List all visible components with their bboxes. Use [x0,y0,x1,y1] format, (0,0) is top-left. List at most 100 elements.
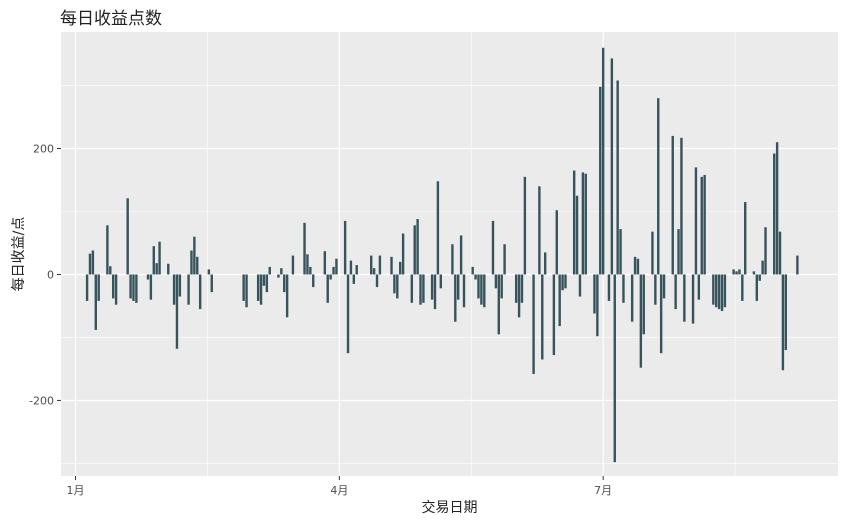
bar [480,274,483,305]
bar [149,274,153,300]
bar [694,167,698,275]
bar [343,220,347,275]
bar [329,274,332,280]
bar [167,263,170,275]
bar [410,274,414,303]
bar [207,269,211,275]
bar [401,233,405,275]
bar [451,244,454,275]
bar [375,274,379,288]
bar [175,274,179,349]
bar [378,255,382,275]
bar [659,274,663,354]
bar [146,274,150,280]
bar [642,274,645,335]
bar [752,271,756,275]
x-tick-label: 4月 [330,484,348,497]
bar [683,274,686,322]
bar [135,274,138,303]
bar [662,274,666,299]
chart-title: 每日收益点数 [60,9,162,29]
bar [657,98,660,275]
bar [277,274,280,278]
bar [677,229,680,275]
bar [764,227,767,275]
bar [332,266,335,275]
bar [433,274,437,310]
bar [436,181,440,275]
bar [457,274,460,300]
bar [581,172,585,275]
bar [700,176,703,275]
bar [520,274,524,303]
bar [419,274,422,305]
bar [471,266,474,275]
bar [393,274,396,294]
bar [735,271,738,275]
bar [390,256,393,275]
bar [349,260,353,275]
bar [572,170,576,275]
bar [599,86,602,275]
y-axis-title: 每日收益/点 [11,217,27,292]
bar [717,274,721,310]
bar [178,274,182,297]
bar [132,274,135,301]
x-tick-label: 7月 [594,484,612,497]
bar [474,274,477,280]
bar [198,274,202,310]
x-tick-label: 1月 [66,484,84,497]
bar [291,255,295,275]
bar [242,274,245,301]
x-axis-title: 交易日期 [422,499,478,516]
bar [416,219,419,275]
bar [732,269,735,275]
bar [758,274,761,281]
bar [326,274,329,303]
bar [744,202,747,275]
bar [106,225,109,275]
bar [129,274,132,299]
bar [309,266,312,275]
bar [691,274,695,324]
bar [630,274,634,322]
bar [523,176,527,275]
bar [601,47,605,275]
bar [94,274,97,330]
bar [283,274,286,293]
y-tick-label: 200 [33,143,54,156]
bar [439,274,442,289]
bar [503,244,506,275]
bar [613,274,616,463]
bar [552,274,556,356]
bar [245,274,248,308]
bar [259,274,263,305]
bar [712,274,715,305]
bar [517,274,521,318]
bar [396,274,399,299]
bar [622,274,625,303]
bar [312,274,315,288]
bar [558,274,561,327]
bar [680,137,683,275]
bar [543,252,547,275]
bar [193,236,196,275]
bar [268,266,271,275]
y-tick-label: -200 [29,394,54,407]
bar [454,274,457,322]
bar [126,198,129,275]
bar [541,274,544,360]
bar [781,274,785,371]
bar [262,274,266,286]
bar [639,274,643,368]
bar [500,274,503,299]
bar [280,268,283,275]
bar [715,274,718,308]
bar [399,261,402,275]
bar [111,274,115,299]
bar [671,135,674,275]
bar [610,58,614,275]
bar [462,274,466,308]
bar [561,274,564,291]
